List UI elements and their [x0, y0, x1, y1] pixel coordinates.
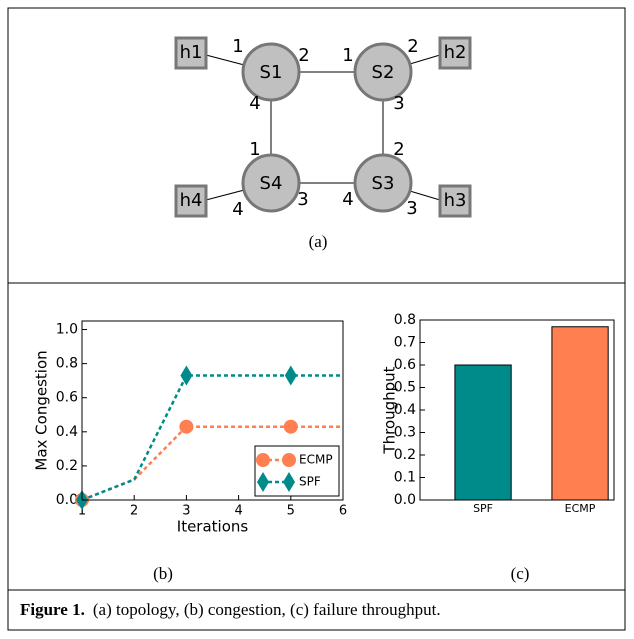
port-label: 2 [393, 139, 404, 160]
figure-caption: Figure 1. (a) topology, (b) congestion, (… [20, 600, 441, 619]
bar [454, 364, 512, 501]
y-tick-label: 0.8 [56, 356, 78, 372]
y-tick-label: 0.1 [394, 470, 416, 486]
port-label: 3 [393, 93, 404, 114]
y-tick-label: 0.3 [394, 425, 416, 441]
axes-frame [419, 319, 615, 501]
x-tick-label: 1 [78, 504, 86, 519]
x-tick-label: 6 [339, 504, 347, 519]
switch [353, 153, 413, 213]
host-label: h1 [180, 42, 203, 63]
figure-border [7, 7, 626, 631]
y-tick-label: 0.0 [56, 492, 78, 508]
host [174, 36, 208, 70]
switch-label: S4 [260, 173, 283, 194]
caption-text: (a) topology, (b) congestion, (c) failur… [93, 600, 441, 619]
subcaption: (a) [309, 232, 328, 251]
x-axis-label: Iterations [177, 518, 249, 536]
host [438, 184, 472, 218]
port-label: 3 [297, 189, 308, 210]
x-tick-label: 3 [182, 504, 190, 519]
legend-marker [257, 472, 269, 492]
legend [254, 445, 340, 497]
host-label: h2 [444, 42, 467, 63]
x-tick-label: SPF [473, 502, 493, 515]
port-label: 1 [342, 45, 353, 66]
y-tick-label: 0.7 [394, 335, 416, 351]
switch [241, 153, 301, 213]
axes-frame [81, 320, 344, 501]
legend-label: SPF [299, 475, 321, 489]
switch-label: S3 [372, 173, 395, 194]
caption-label: Figure 1. [20, 600, 85, 619]
x-tick-label: ECMP [565, 502, 596, 515]
switch-label: S1 [260, 62, 283, 83]
y-tick-label: 0.4 [56, 424, 78, 440]
port-label: 4 [342, 189, 353, 210]
legend-label: ECMP [299, 453, 333, 467]
bar [551, 326, 609, 501]
y-tick-label: 0.2 [394, 447, 416, 463]
host [174, 184, 208, 218]
port-label: 4 [232, 199, 243, 220]
y-tick-label: 0.4 [394, 402, 416, 418]
marker [284, 365, 297, 386]
y-tick-label: 0.6 [394, 357, 416, 373]
switch [353, 42, 413, 102]
y-tick-label: 0.2 [56, 458, 78, 474]
x-tick-label: 4 [234, 504, 242, 519]
host [438, 36, 472, 70]
y-axis-label: Throughput [381, 366, 399, 454]
switch [241, 42, 301, 102]
series-line [81, 374, 343, 502]
y-tick-label: 0.8 [394, 312, 416, 328]
host-label: h4 [180, 190, 203, 211]
y-axis-label: Max Congestion [33, 350, 51, 470]
x-tick-label: 5 [287, 504, 295, 519]
host-label: h3 [444, 190, 467, 211]
subcaption: (c) [511, 564, 530, 583]
port-label: 3 [406, 198, 417, 219]
switch-label: S2 [372, 62, 395, 83]
x-tick-label: 2 [130, 504, 138, 519]
marker [283, 419, 298, 434]
y-tick-label: 0.6 [56, 390, 78, 406]
topology [174, 36, 472, 218]
port-label: 1 [232, 36, 243, 57]
port-label: 1 [249, 139, 260, 160]
legend-marker [256, 453, 270, 467]
y-tick-label: 0.5 [394, 380, 416, 396]
marker [180, 365, 193, 386]
port-label: 2 [298, 45, 309, 66]
legend-marker [282, 453, 296, 467]
y-tick-label: 0.0 [394, 492, 416, 508]
marker [179, 419, 194, 434]
legend-marker [283, 472, 295, 492]
port-label: 4 [249, 93, 260, 114]
series-line [81, 425, 343, 502]
y-tick-label: 1.0 [56, 322, 78, 338]
port-label: 2 [407, 36, 418, 57]
subcaption: (b) [153, 564, 173, 583]
